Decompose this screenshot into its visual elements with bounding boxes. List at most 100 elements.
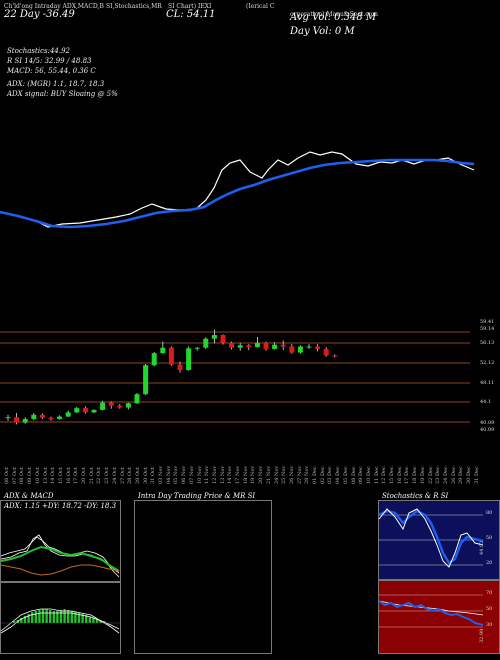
date-label: 31 Oct [150,467,157,484]
candle-body [315,346,321,349]
candle-body [151,353,157,366]
candle-body [306,346,312,348]
date-label: 17 Oct [73,467,80,484]
price-level-2: 59.14 [480,326,495,332]
macd-histogram-bar [56,611,59,623]
adx-signal-readout: ADX signal: BUY Sloaing @ 5% [7,90,118,98]
stochastics-drawing [378,508,484,568]
date-label: 28 Oct [127,467,134,484]
adx-readout: ADX: (MGR) 1.1, 18.7, 18.3 [7,80,105,88]
macd-histogram-bar [27,614,30,623]
date-label: 23 Dec [435,466,442,484]
rsi-panel: 70 50 30 32.99 [378,580,500,654]
candle-body [39,414,45,418]
date-label: 14 Oct [50,467,57,484]
adx-lines [0,534,120,578]
date-label: 15 Oct [57,467,64,484]
macd-histogram-bar [92,618,95,623]
price-level-6: 44.1 [480,399,492,405]
macd-histogram-bar [74,612,77,623]
date-label: 28 Nov [304,465,311,484]
macd-readout: MACD: 56, 55.44, 0.36 C [7,67,96,75]
date-label: 05 Nov [173,465,180,484]
rsi-axis-50: 50 [486,606,493,612]
date-label: 12 Dec [381,466,388,484]
candle-body [332,355,338,357]
date-label: 07 Nov [188,465,195,484]
date-label: 27 Oct [119,467,126,484]
candle-body [108,402,114,406]
date-label: 31 Dec [473,466,480,484]
macd-histogram-bar [31,612,34,623]
macd-histogram-bar [49,610,52,623]
date-label: 29 Dec [458,466,465,484]
candle-body [143,365,149,395]
moving-average-line [0,158,475,229]
date-label: 29 Oct [134,467,141,484]
macd-histogram-bar [38,610,41,623]
price-level-1: 59.41 [480,319,495,325]
candle-body [177,364,183,371]
stoch-panel-title: Stochastics & R SI [382,492,449,500]
close-value: CL: 54.11 [166,9,216,20]
candle-body [57,416,63,419]
date-label: 24 Dec [442,466,449,484]
price-level-7: 40.09 [480,420,495,426]
macd-panel [0,582,121,654]
macd-histogram-bar [77,613,81,623]
date-label: 20 Oct [81,467,87,484]
candle-body [74,408,80,413]
intraday-panel [134,500,272,654]
date-label: 05 Dec [342,466,349,484]
date-label: 08 Dec [350,466,357,484]
date-label: 13 Oct [42,467,49,484]
macd-histogram-bar [67,610,70,623]
date-label: 19 Dec [419,466,426,484]
date-label: 09 Oct [27,467,34,484]
candle-body [91,409,97,413]
date-label: 04 Dec [335,466,342,484]
candle-body [82,408,88,413]
avg-volume: Avg Vol: 0.348 M [290,12,377,23]
date-label: 30 Oct [142,467,149,484]
stochastics-readout: Stochastics:44.92 [7,47,70,55]
rsi-axis-70: 70 [486,590,493,596]
date-label: 11 Dec [373,466,380,484]
candle-body [22,418,28,423]
candle-body [280,344,286,347]
macd-histogram-bar [85,615,88,623]
momentum-line [0,151,475,228]
date-label: 17 Dec [404,466,411,484]
date-label: 06 Nov [181,465,188,484]
macd-histogram-bar [23,616,27,623]
date-label: 24 Oct [111,467,118,484]
day-volume: Day Vol: 0 M [290,26,355,37]
candle-body [48,417,54,419]
adx-panel-title: ADX & MACD [4,492,54,500]
day-range: 22 Day -36.49 [4,9,75,20]
candle-body [100,402,106,410]
macd-histogram-bar [88,617,91,623]
date-label: 24 Nov [273,465,280,484]
date-label: 01 Dec [312,466,318,484]
candle-body [203,338,209,348]
date-label: 21 Oct [88,467,95,484]
price-level-8: 40.09 [480,427,495,433]
candle-body [211,335,217,339]
date-label: 26 Dec [450,466,457,484]
date-label: 22 Oct [96,467,103,484]
macd-histogram-bar [99,620,102,623]
date-label: 16 Oct [65,467,72,484]
stoch-axis-20: 20 [486,560,493,566]
price-level-3: 56.13 [480,340,495,346]
date-label: 02 Dec [319,466,326,484]
date-label: 26 Nov [288,465,295,484]
date-label: 20 Nov [258,465,265,484]
candle-body [289,346,295,353]
date-label: 30 Dec [466,466,472,484]
price-level-4: 52.12 [480,360,495,366]
candle-body [220,335,226,343]
candle-body [160,347,166,354]
date-label: 03 Dec [327,466,334,484]
candle-body [237,345,243,348]
